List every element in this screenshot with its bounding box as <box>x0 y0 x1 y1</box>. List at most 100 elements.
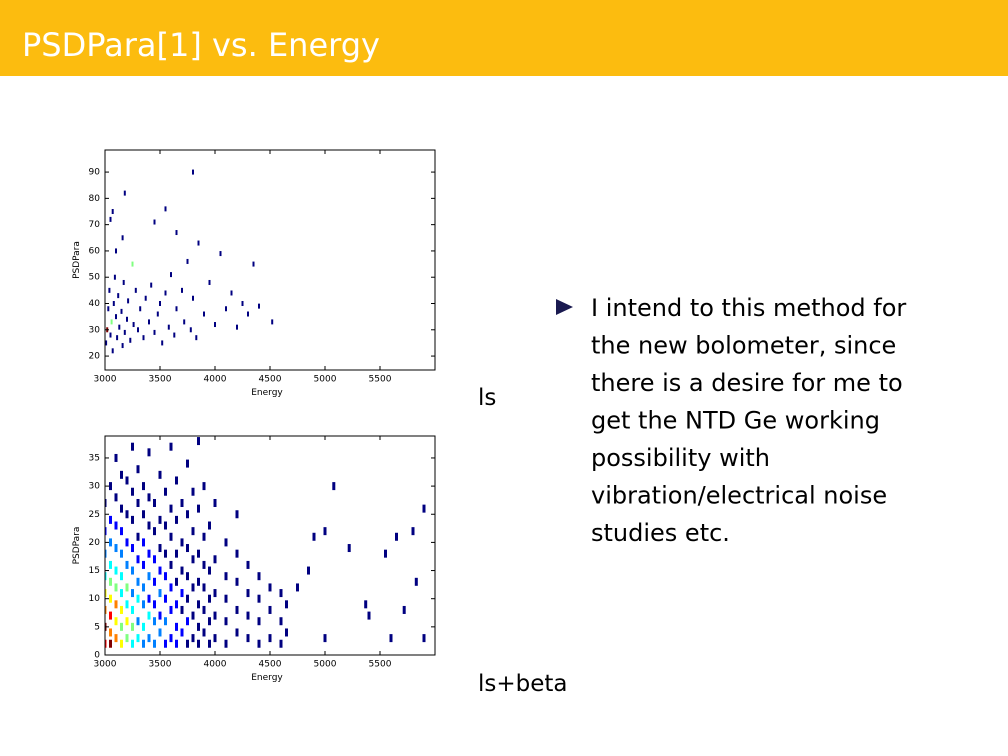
cell <box>268 634 272 643</box>
cell <box>131 639 134 648</box>
cell <box>169 442 173 451</box>
cell <box>111 348 114 354</box>
cell <box>161 340 164 346</box>
cell <box>114 544 118 553</box>
cell <box>125 476 129 485</box>
cell <box>153 600 156 609</box>
cell <box>224 538 228 547</box>
cell <box>110 319 113 325</box>
cell <box>332 482 336 491</box>
cell <box>131 442 134 451</box>
cell <box>164 290 167 296</box>
cell <box>131 589 134 598</box>
cell <box>208 617 211 626</box>
cell <box>197 549 200 558</box>
bullet-line: get the NTD Ge working <box>591 407 880 435</box>
cell <box>131 622 134 631</box>
cell <box>175 230 178 236</box>
cell <box>230 290 233 296</box>
cells <box>105 169 274 354</box>
cell <box>113 274 116 280</box>
title-bar <box>0 0 1008 76</box>
cell <box>180 628 184 637</box>
bullet-line: I intend to this method for <box>591 294 906 322</box>
cell <box>213 589 217 598</box>
x-axis-label: Energy <box>251 673 283 683</box>
cell <box>167 324 170 330</box>
cell <box>225 306 227 312</box>
cell <box>109 560 112 569</box>
cell <box>120 589 123 598</box>
cell <box>147 611 151 620</box>
cell <box>136 617 140 626</box>
x-tick-label: 3000 <box>94 375 117 385</box>
cell <box>137 327 139 333</box>
cell <box>125 538 129 547</box>
cell <box>120 470 123 479</box>
y-tick-label: 0 <box>94 651 100 661</box>
cell <box>268 583 272 592</box>
cell <box>153 498 156 507</box>
cell <box>271 319 274 325</box>
cell <box>180 589 184 598</box>
cell <box>114 583 118 592</box>
cell <box>285 600 288 609</box>
cell <box>142 639 145 648</box>
caption: ls <box>478 385 496 411</box>
cell <box>214 322 216 328</box>
x-tick-label: 5500 <box>369 660 392 670</box>
cell <box>175 515 178 524</box>
cell <box>208 521 211 530</box>
x-tick-label: 3500 <box>149 375 172 385</box>
cell <box>181 287 183 293</box>
cell <box>114 600 118 609</box>
x-tick-label: 4500 <box>259 660 282 670</box>
bullet-line: vibration/electrical noise <box>591 482 887 510</box>
cell <box>175 577 178 586</box>
cell <box>125 617 129 626</box>
cell <box>164 617 167 626</box>
cell <box>195 335 198 341</box>
cell <box>312 532 316 541</box>
cell <box>203 311 205 317</box>
cell <box>367 611 371 620</box>
cell <box>153 555 156 564</box>
cell <box>132 322 135 328</box>
y-axis-label: PSDPara <box>72 241 82 279</box>
y-tick-label: 35 <box>89 453 100 463</box>
cell <box>142 583 145 592</box>
cell <box>153 617 156 626</box>
cell <box>189 327 192 333</box>
cell <box>224 572 228 581</box>
cell <box>224 594 228 603</box>
cell <box>148 319 150 325</box>
cell <box>180 605 184 614</box>
cell <box>246 634 250 643</box>
cell <box>191 634 195 643</box>
cell <box>175 639 178 648</box>
cell <box>414 577 418 586</box>
cell <box>186 639 189 648</box>
cell <box>105 527 107 536</box>
cell <box>347 544 351 553</box>
cell <box>114 617 118 626</box>
cell <box>279 617 283 626</box>
cell <box>120 504 123 513</box>
cell <box>105 340 108 346</box>
cell <box>395 532 398 541</box>
cell <box>115 314 117 320</box>
cell <box>164 549 167 558</box>
cell <box>109 538 112 547</box>
cell <box>105 549 107 558</box>
cell <box>123 329 126 335</box>
cell <box>114 453 118 462</box>
cell <box>246 560 250 569</box>
cell <box>131 261 134 267</box>
cell <box>197 504 200 513</box>
cell <box>258 303 260 309</box>
cell <box>121 343 124 349</box>
cell <box>164 487 167 496</box>
cell <box>202 532 206 541</box>
cell <box>136 465 140 474</box>
cell <box>105 605 107 614</box>
